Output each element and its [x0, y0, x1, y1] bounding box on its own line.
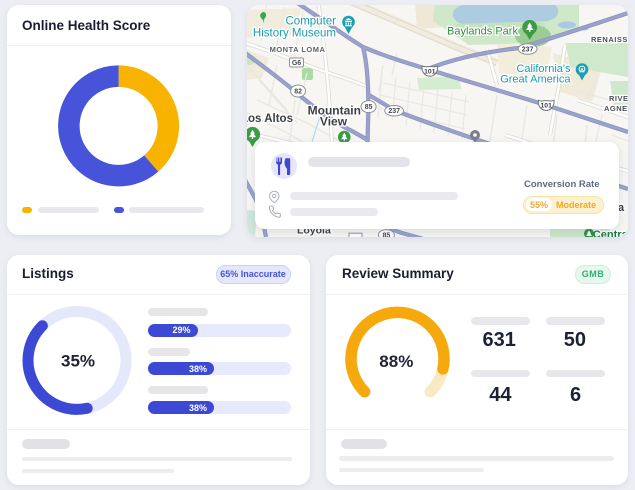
svg-text:237: 237 — [388, 108, 400, 115]
svg-text:82: 82 — [294, 89, 302, 96]
svg-text:Centra: Centra — [593, 229, 628, 237]
svg-text:101: 101 — [424, 68, 436, 75]
svg-text:Computer: Computer — [286, 16, 337, 28]
svg-text:RIVERM: RIVERM — [609, 94, 628, 103]
svg-text:RENAISSANCE: RENAISSANCE — [591, 35, 628, 44]
svg-text:85: 85 — [383, 232, 391, 237]
svg-text:Great America: Great America — [500, 74, 571, 86]
svg-text:MONTA LOMA: MONTA LOMA — [270, 45, 326, 54]
svg-text:View: View — [320, 115, 348, 129]
svg-text:G6: G6 — [292, 60, 301, 67]
svg-text:35%: 35% — [61, 351, 95, 370]
svg-text:California's: California's — [516, 63, 571, 75]
svg-text:AGNEWS: AGNEWS — [604, 104, 628, 113]
svg-text:Mountain: Mountain — [308, 104, 361, 118]
svg-text:a: a — [618, 202, 625, 214]
svg-text:88%: 88% — [379, 352, 413, 371]
svg-text:Los Altos: Los Altos — [247, 113, 293, 125]
svg-text:History Museum: History Museum — [253, 28, 336, 40]
svg-text:Baylands Park: Baylands Park — [447, 26, 518, 38]
svg-text:101: 101 — [541, 103, 553, 110]
svg-text:85: 85 — [365, 104, 373, 111]
svg-text:237: 237 — [522, 47, 534, 54]
